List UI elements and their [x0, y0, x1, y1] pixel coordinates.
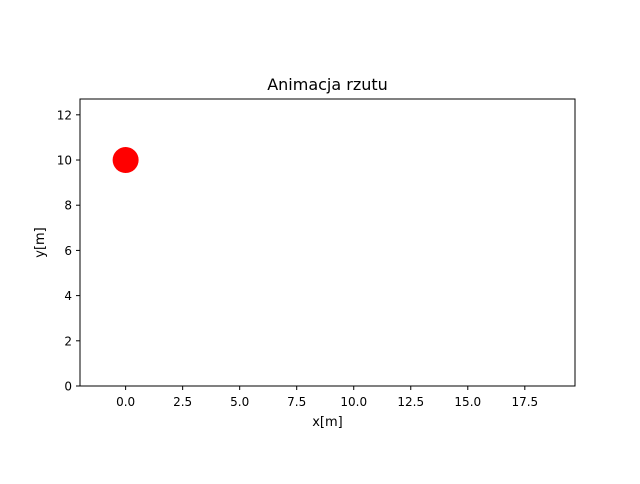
chart-title: Animacja rzutu	[267, 75, 388, 94]
plot-marks	[112, 147, 139, 174]
y-axis-label: y[m]	[33, 227, 48, 258]
x-tick-label: 5.0	[230, 395, 249, 409]
x-tick-label: 10.0	[340, 395, 367, 409]
x-tick-label: 15.0	[454, 395, 481, 409]
y-tick-label: 12	[57, 108, 72, 122]
y-tick-label: 8	[64, 199, 72, 213]
y-tick-label: 2	[64, 334, 72, 348]
projectile-point	[112, 147, 139, 174]
x-tick-label: 17.5	[511, 395, 538, 409]
y-tick-label: 4	[64, 289, 72, 303]
x-tick-label: 12.5	[397, 395, 424, 409]
y-tick-label: 6	[64, 244, 72, 258]
plot-frame	[79, 98, 576, 387]
y-axis: 0 2 4 6 8 10 12	[57, 108, 80, 394]
x-axis: 0.0 2.5 5.0 7.5 10.0 12.5 15.0 17.5	[116, 386, 538, 409]
x-tick-label: 2.5	[173, 395, 192, 409]
x-axis-label: x[m]	[312, 415, 343, 430]
y-tick-label: 0	[64, 380, 72, 394]
y-tick-label: 10	[57, 154, 72, 168]
x-tick-label: 7.5	[287, 395, 306, 409]
x-tick-label: 0.0	[116, 395, 135, 409]
